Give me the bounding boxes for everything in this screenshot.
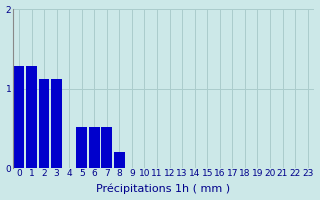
Bar (26, 66, 37, 168)
Bar (14, 66, 24, 168)
Bar (89, 127, 100, 168)
X-axis label: Précipitations 1h ( mm ): Précipitations 1h ( mm ) (96, 184, 230, 194)
Bar (76, 127, 87, 168)
Bar (114, 152, 125, 168)
Bar (39, 79, 49, 168)
Bar (51, 79, 62, 168)
Bar (101, 127, 112, 168)
